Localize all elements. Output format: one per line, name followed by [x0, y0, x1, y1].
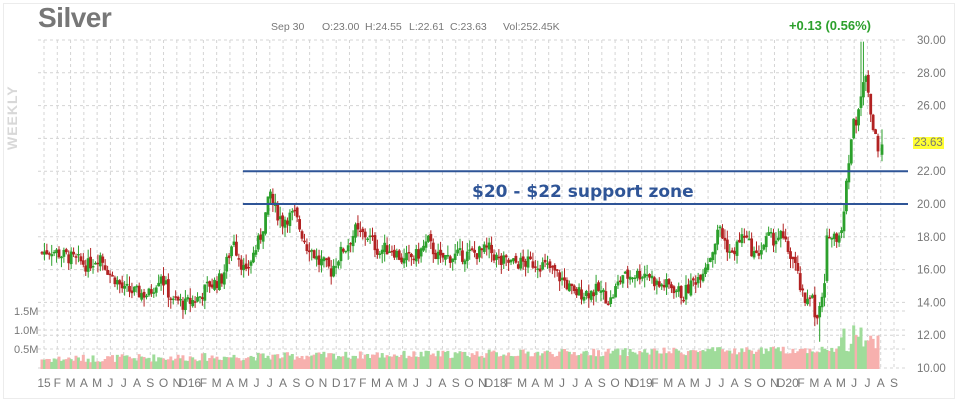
y-tick-label: 22.00 [917, 166, 946, 178]
x-tick-label: D [332, 376, 341, 390]
x-tick-label: J [851, 376, 857, 390]
x-tick-label: 17 [343, 376, 357, 390]
x-tick-label: S [292, 376, 300, 390]
x-tick-label: A [677, 376, 685, 390]
open-value: O:23.00 [322, 21, 360, 33]
x-tick-label: M [517, 376, 527, 390]
x-tick-label: N [624, 376, 633, 390]
x-tick-label: F [797, 376, 804, 390]
x-tick-label: A [279, 376, 287, 390]
candles [40, 41, 884, 342]
x-tick-label: D19 [631, 376, 653, 390]
close-value: C:23.63 [450, 21, 487, 33]
x-tick-label: 15 [37, 376, 51, 390]
x-tick-label: A [531, 376, 539, 390]
x-tick-label: M [663, 376, 673, 390]
x-tick-label: D16 [179, 376, 201, 390]
x-tick-label: A [731, 376, 739, 390]
x-tick-label: A [824, 376, 832, 390]
x-tick-label: J [267, 376, 273, 390]
x-tick-label: M [212, 376, 222, 390]
x-tick-label: F [651, 376, 658, 390]
x-tick-label: O [610, 376, 619, 390]
y-tick-label: 18.00 [917, 232, 946, 244]
x-tick-label: A [133, 376, 141, 390]
y-tick-label: 12.00 [917, 330, 946, 342]
chart-frame [3, 3, 955, 399]
x-tick-label: S [744, 376, 752, 390]
volume-value: Vol:252.45K [503, 21, 560, 33]
x-tick-label: M [809, 376, 819, 390]
x-tick-label: J [107, 376, 113, 390]
x-tick-label: F [505, 376, 512, 390]
x-tick-label: J [705, 376, 711, 390]
y-tick-label: 20.00 [917, 199, 946, 211]
x-tick-label: D20 [777, 376, 799, 390]
x-tick-label: J [121, 376, 127, 390]
date-label: Sep 30 [271, 21, 305, 33]
x-tick-label: O [757, 376, 766, 390]
price-change: +0.13 (0.56%) [788, 18, 871, 33]
volume-tick-label: 1.0M [14, 325, 38, 337]
x-tick-label: N [172, 376, 181, 390]
x-tick-label: N [319, 376, 328, 390]
volume-bars [40, 325, 880, 369]
x-tick-label: F [359, 376, 366, 390]
x-tick-label: S [598, 376, 606, 390]
x-tick-label: S [890, 376, 898, 390]
support-zone: $20 - $22 support zone [243, 170, 908, 205]
y-tick-label: 28.00 [917, 68, 946, 80]
x-tick-label: J [559, 376, 565, 390]
x-tick-label: A [438, 376, 446, 390]
x-tick-label: N [478, 376, 487, 390]
volume-tick-label: 0.5M [14, 344, 38, 356]
y-tick-label: 10.00 [917, 363, 946, 375]
x-tick-label: A [877, 376, 885, 390]
y-tick-label: 14.00 [917, 297, 946, 309]
x-tick-label: M [92, 376, 102, 390]
x-tick-label: F [54, 376, 61, 390]
x-tick-label: M [398, 376, 408, 390]
x-tick-label: J [572, 376, 578, 390]
x-tick-label: J [254, 376, 260, 390]
x-tick-label: A [585, 376, 593, 390]
support-zone-label: $20 - $22 support zone [472, 182, 694, 202]
y-tick-label: 16.00 [917, 265, 946, 277]
x-tick-label: D18 [485, 376, 507, 390]
high-value: H:24.55 [365, 21, 402, 33]
x-tick-label: M [66, 376, 76, 390]
low-value: L:22.61 [409, 21, 445, 33]
x-tick-label: O [305, 376, 314, 390]
x-tick-label: O [464, 376, 473, 390]
y-tick-label: 30.00 [917, 35, 946, 47]
x-tick-label: J [864, 376, 870, 390]
x-tick-label: F [200, 376, 207, 390]
x-tick-label: J [718, 376, 724, 390]
x-tick-label: S [452, 376, 460, 390]
x-tick-label: A [226, 376, 234, 390]
volume-tick-label: 1.5M [14, 306, 38, 318]
chart-title: Silver [38, 2, 112, 33]
x-tick-label: M [544, 376, 554, 390]
x-tick-label: A [385, 376, 393, 390]
y-tick-label: 26.00 [917, 101, 946, 113]
x-tick-label: N [770, 376, 779, 390]
x-tick-label: J [426, 376, 432, 390]
x-tick-label: A [80, 376, 88, 390]
last-price-badge: 23.63 [913, 137, 944, 149]
x-tick-label: J [413, 376, 419, 390]
y-axis: 30.00 28.00 26.00 22.00 20.00 18.00 16.00 14.00… [14, 35, 946, 375]
x-tick-label: M [690, 376, 700, 390]
x-tick-label: M [836, 376, 846, 390]
x-tick-label: S [146, 376, 154, 390]
x-tick-label: O [159, 376, 168, 390]
x-tick-label: M [238, 376, 248, 390]
x-tick-label: M [371, 376, 381, 390]
